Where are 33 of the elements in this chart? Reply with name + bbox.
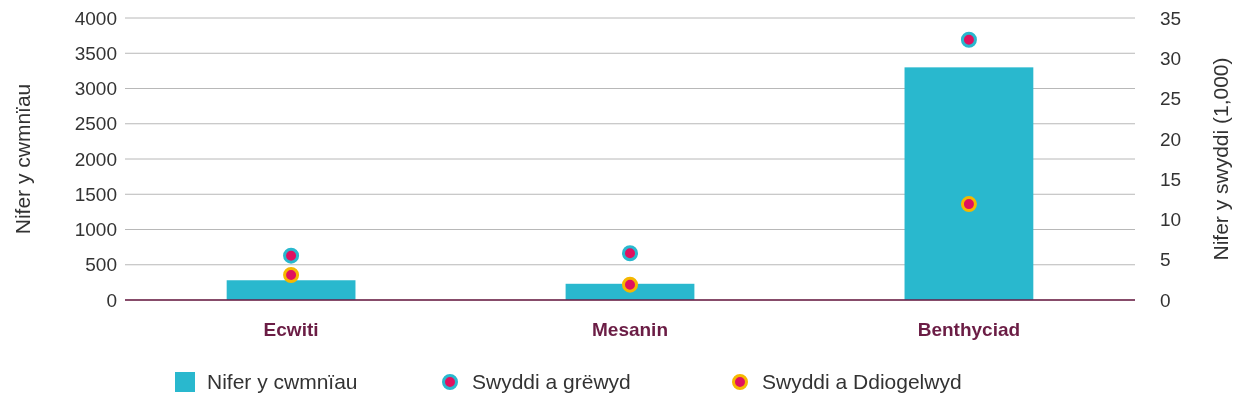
- y-tick-label: 1000: [74, 219, 117, 241]
- point: [283, 267, 300, 284]
- bar: [904, 67, 1034, 300]
- x-tick-label: Mesanin: [591, 319, 669, 340]
- y-tick-label: 2000: [74, 148, 117, 170]
- point: [960, 196, 977, 213]
- y-tick-label: 4000: [74, 7, 117, 29]
- y-axis-title: Nifer y cwmnïau: [11, 83, 34, 235]
- legend-label: Nifer y cwmnïau: [207, 370, 358, 394]
- y-tick-label: 1500: [74, 183, 117, 205]
- point: [960, 31, 977, 48]
- y-tick-label: 0: [106, 289, 117, 311]
- x-tick-label: Benthyciad: [917, 319, 1021, 340]
- x-tick-label: Ecwiti: [263, 319, 319, 340]
- y-tick-label: 3000: [74, 78, 117, 100]
- y-tick-label: 3500: [74, 42, 117, 64]
- point: [283, 247, 300, 264]
- point: [622, 276, 638, 293]
- bar: [226, 280, 356, 300]
- legend-label: Swyddi a grëwyd: [472, 370, 631, 394]
- y2-axis-title: Nifer y swyddi (1,000): [1209, 57, 1232, 261]
- y2-tick-label: 35: [1160, 7, 1182, 29]
- legend-label: Swyddi a Ddiogelwyd: [762, 370, 962, 394]
- y2-tick-label: 20: [1160, 128, 1182, 150]
- y-tick-label: 2500: [74, 113, 117, 135]
- point: [622, 245, 638, 262]
- y-tick-label: 500: [85, 254, 117, 276]
- y2-tick-label: 30: [1160, 47, 1182, 69]
- y2-tick-label: 10: [1160, 209, 1182, 231]
- y2-tick-label: 25: [1160, 88, 1182, 110]
- y2-tick-label: 0: [1160, 289, 1171, 311]
- y2-tick-label: 15: [1160, 168, 1182, 190]
- y2-tick-label: 5: [1160, 249, 1171, 271]
